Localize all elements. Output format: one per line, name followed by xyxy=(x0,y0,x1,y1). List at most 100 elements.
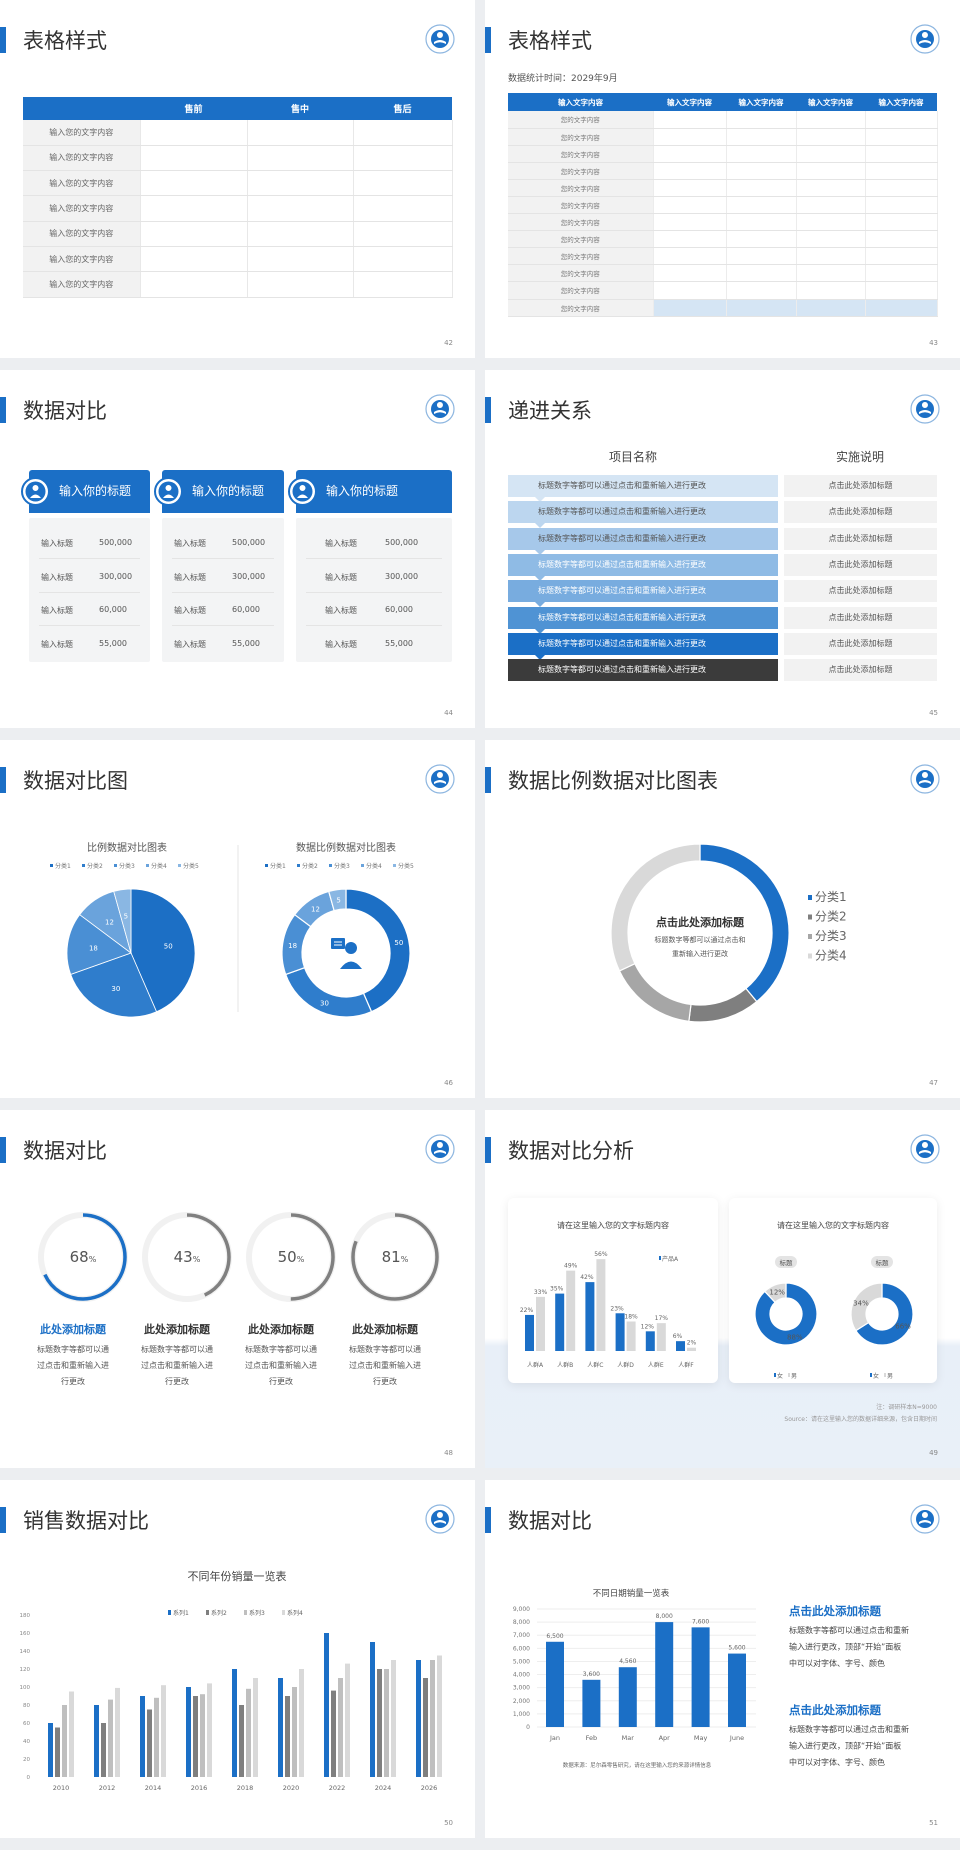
ring-value: 50% xyxy=(278,1248,305,1266)
table-cell[interactable] xyxy=(140,120,248,146)
table-cell[interactable] xyxy=(796,230,866,249)
table-cell[interactable] xyxy=(653,162,727,180)
logo-emblem xyxy=(919,402,931,414)
table-cell[interactable] xyxy=(653,247,727,266)
table-cell[interactable] xyxy=(796,111,866,129)
table-cell[interactable] xyxy=(796,264,866,283)
table-cell[interactable] xyxy=(796,179,866,197)
table-cell[interactable] xyxy=(247,170,354,197)
table-cell[interactable] xyxy=(796,145,866,163)
table-cell[interactable] xyxy=(653,111,727,129)
table-cell[interactable] xyxy=(247,246,354,273)
legend-label: 分类4 xyxy=(151,862,167,870)
x-tick-label: 2010 xyxy=(53,1784,70,1792)
bar xyxy=(147,1709,152,1777)
table-cell[interactable] xyxy=(796,213,866,232)
bar xyxy=(246,1688,251,1777)
table-cell[interactable] xyxy=(865,162,938,180)
table-cell[interactable] xyxy=(865,264,938,283)
table-cell[interactable] xyxy=(140,221,248,247)
table-cell[interactable] xyxy=(865,230,938,249)
table-cell[interactable] xyxy=(865,247,938,266)
table-cell[interactable] xyxy=(796,162,866,180)
table-cell[interactable] xyxy=(353,221,453,247)
row-value: 55,000 xyxy=(385,638,413,648)
y-tick-label: 160 xyxy=(20,1631,31,1637)
table-cell[interactable] xyxy=(865,128,938,146)
table-cell[interactable] xyxy=(247,271,354,298)
item-text: 过点击和重新输入进 xyxy=(349,1360,421,1370)
chart-title: 不同日期销量一览表 xyxy=(593,1588,670,1599)
table-cell[interactable] xyxy=(140,195,248,222)
table-cell[interactable] xyxy=(247,120,354,146)
item-text: 行更改 xyxy=(373,1376,397,1386)
table-cell[interactable] xyxy=(796,247,866,266)
slide-44: 数据对比 44 输入你的标题 输入标题 500,000 输入标题 300,000 输入标题 60… xyxy=(0,370,475,728)
table-cell[interactable] xyxy=(353,271,453,298)
center-text: 标题数字等都可以通过点击和 xyxy=(655,935,746,944)
logo-emblem xyxy=(919,772,931,784)
page-number: 44 xyxy=(444,709,453,717)
table-cell[interactable] xyxy=(653,230,727,249)
table-cell[interactable] xyxy=(796,128,866,146)
table-cell[interactable] xyxy=(865,213,938,232)
table-cell[interactable] xyxy=(726,128,797,146)
logo-emblem xyxy=(434,1512,446,1524)
legend-label: 分类4 xyxy=(366,862,382,870)
ring-value: 43% xyxy=(174,1248,201,1266)
table-cell[interactable] xyxy=(726,111,797,129)
progression-step: 标题数字等都可以通过点击和重新输入进行更改 xyxy=(508,606,778,629)
table-cell[interactable] xyxy=(653,299,727,317)
table-cell[interactable] xyxy=(796,299,866,317)
table-cell[interactable] xyxy=(353,246,453,273)
row-label: 输入标题 xyxy=(174,606,206,615)
block-text: 标题数字等都可以通过点击和重新 xyxy=(789,1724,909,1734)
table-cell[interactable] xyxy=(653,128,727,146)
step-note: 点击此处添加标题 xyxy=(784,659,937,682)
table-cell[interactable] xyxy=(865,179,938,197)
pie-slice xyxy=(763,1282,787,1304)
step-note: 点击此处添加标题 xyxy=(784,632,937,655)
table-cell[interactable] xyxy=(247,145,354,172)
table-cell[interactable] xyxy=(865,111,938,129)
table-cell[interactable] xyxy=(865,281,938,300)
data-label: 30 xyxy=(320,1000,329,1008)
table-cell[interactable] xyxy=(353,120,453,146)
table-cell[interactable] xyxy=(140,271,248,298)
table-cell[interactable] xyxy=(726,179,797,197)
table-cell[interactable] xyxy=(653,145,727,163)
table-cell[interactable] xyxy=(653,213,727,232)
table-cell[interactable] xyxy=(726,264,797,283)
table-cell[interactable] xyxy=(726,281,797,300)
table-cell[interactable] xyxy=(726,145,797,163)
legend-swatch xyxy=(870,1373,872,1377)
table-cell[interactable] xyxy=(726,247,797,266)
table-cell[interactable] xyxy=(247,221,354,247)
table-cell[interactable] xyxy=(353,145,453,172)
table-cell[interactable] xyxy=(865,196,938,215)
y-tick-label: 1,000 xyxy=(513,1711,530,1718)
table-cell[interactable] xyxy=(140,145,248,172)
table-cell[interactable] xyxy=(653,196,727,215)
legend-swatch xyxy=(361,864,364,867)
table-cell[interactable] xyxy=(353,195,453,222)
row-label: 您的文字内容 xyxy=(508,196,654,215)
table-cell[interactable] xyxy=(353,170,453,197)
table-cell[interactable] xyxy=(726,213,797,232)
table-cell[interactable] xyxy=(726,230,797,249)
table-cell[interactable] xyxy=(653,281,727,300)
table-cell[interactable] xyxy=(726,299,797,317)
data-label: 12% xyxy=(769,1289,785,1297)
table-cell[interactable] xyxy=(865,145,938,163)
table-cell[interactable] xyxy=(653,179,727,197)
table-cell[interactable] xyxy=(140,170,248,197)
table-cell[interactable] xyxy=(653,264,727,283)
table-cell[interactable] xyxy=(140,246,248,273)
table-cell[interactable] xyxy=(726,162,797,180)
table-cell[interactable] xyxy=(796,196,866,215)
value-unit: % xyxy=(297,1255,305,1264)
table-cell[interactable] xyxy=(247,195,354,222)
table-cell[interactable] xyxy=(865,299,938,317)
table-cell[interactable] xyxy=(796,281,866,300)
table-cell[interactable] xyxy=(726,196,797,215)
